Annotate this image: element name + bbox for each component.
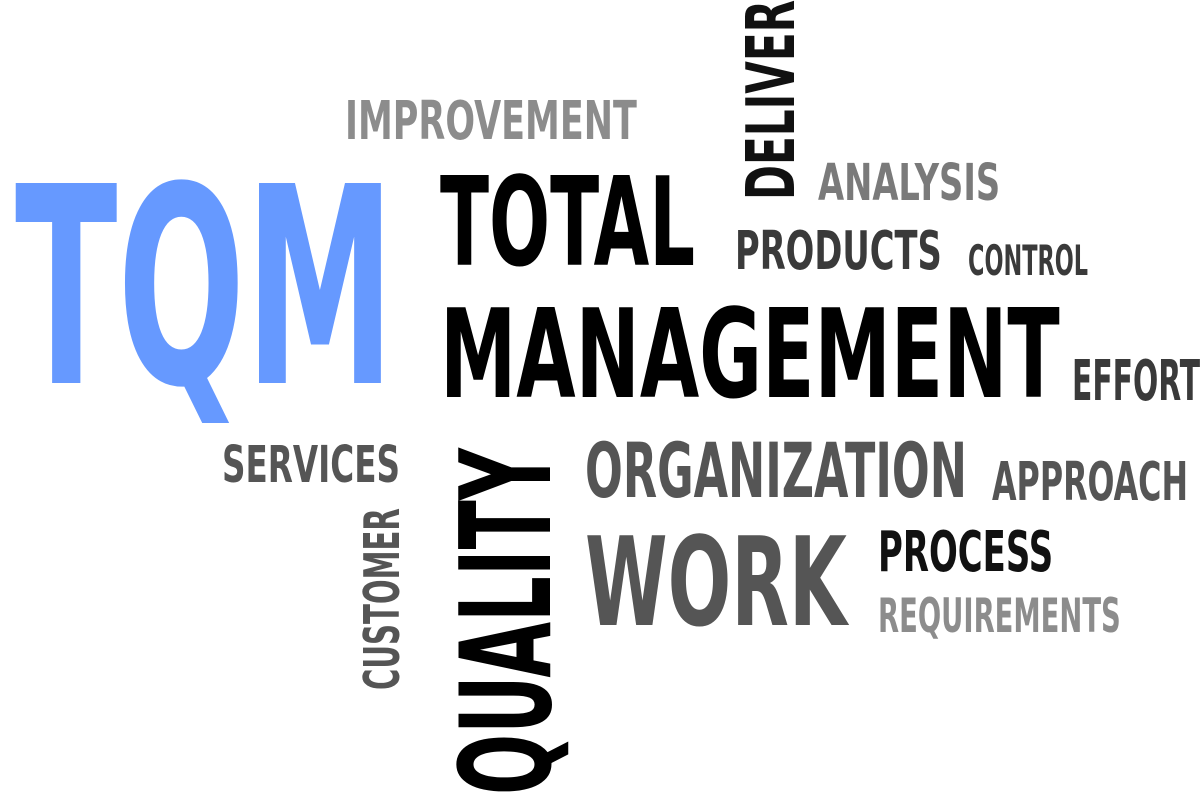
word-tqm: TQM (15, 127, 395, 448)
word-organization: ORGANIZATION (585, 426, 967, 515)
word-management: MANAGEMENT (440, 283, 1060, 427)
word-effort: EFFORT (1072, 349, 1200, 414)
word-process: PROCESS (878, 520, 1054, 585)
word-products: PRODUCTS (735, 219, 942, 282)
word-approach: APPROACH (992, 450, 1189, 513)
word-improvement: IMPROVEMENT (345, 89, 637, 152)
word-total: TOTAL (440, 151, 696, 295)
word-deliver: DELIVER (732, 0, 810, 200)
word-requirements: REQUIREMENTS (878, 588, 1121, 644)
word-control: CONTROL (968, 237, 1089, 285)
word-services: SERVICES (222, 434, 400, 494)
word-quality: QUALITY (434, 448, 580, 795)
word-analysis: ANALYSIS (818, 152, 1001, 212)
word-customer: CUSTOMER (353, 508, 411, 690)
word-work: WORK (585, 511, 847, 655)
